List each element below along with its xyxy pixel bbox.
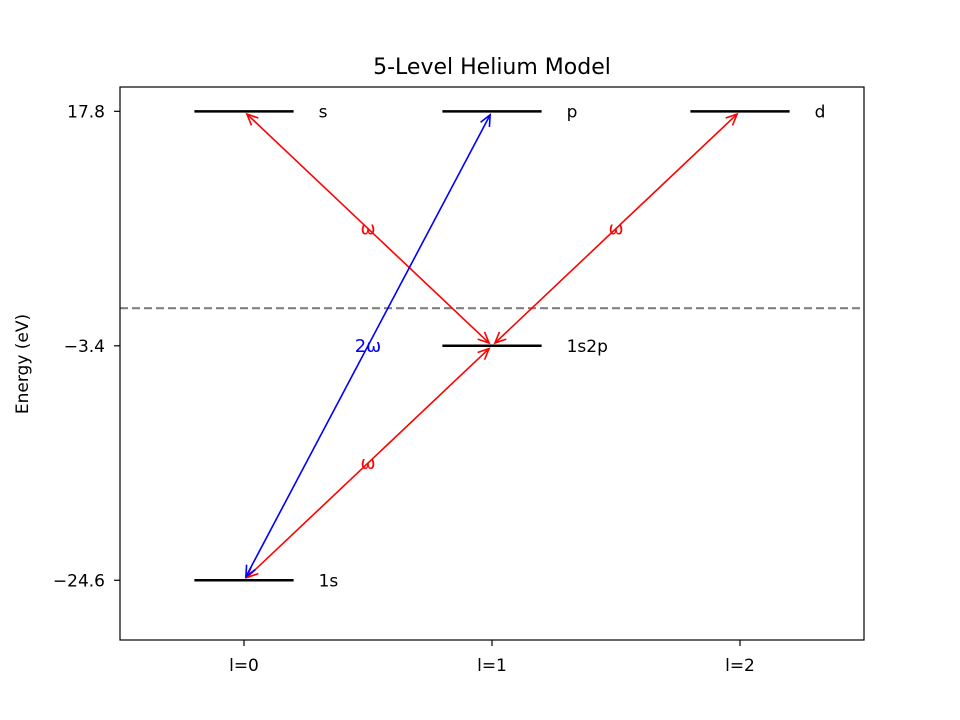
plot-frame bbox=[119, 86, 865, 641]
transition-label-1s2p-d: ω bbox=[608, 219, 623, 240]
y-axis-label: Energy (eV) bbox=[13, 314, 33, 414]
transition-arrow-1s2p-d bbox=[493, 112, 739, 345]
levels-layer bbox=[120, 110, 864, 582]
arrows-layer bbox=[244, 112, 739, 579]
level-label-1s2p: 1s2p bbox=[567, 337, 608, 357]
level-label-1s: 1s bbox=[319, 571, 339, 591]
x-tick-label: l=0 bbox=[229, 656, 259, 676]
transition-label-1s-p: 2ω bbox=[355, 336, 382, 357]
x-tick-label: l=1 bbox=[477, 656, 507, 676]
level-label-d: d bbox=[815, 102, 826, 122]
ticks-layer: l=0 l=1 l=2 17.8 −3.4 −24.6 bbox=[53, 102, 755, 676]
x-tick-label: l=2 bbox=[725, 656, 755, 676]
y-tick-label: 17.8 bbox=[67, 102, 105, 122]
y-tick-label: −24.6 bbox=[53, 571, 105, 591]
transition-arrow-1s-p bbox=[244, 113, 492, 579]
labels-layer: 1s 1s2p s p d ω ω ω 2ω bbox=[319, 102, 826, 591]
transition-arrow-1s2p-s bbox=[245, 112, 491, 345]
y-tick-label: −3.4 bbox=[64, 337, 105, 357]
transition-label-1s2p-s: ω bbox=[360, 219, 375, 240]
level-label-s: s bbox=[319, 102, 328, 122]
chart-title: 5-Level Helium Model bbox=[373, 55, 611, 80]
transition-label-1s-1s2p: ω bbox=[360, 453, 375, 474]
level-label-p: p bbox=[567, 102, 578, 122]
